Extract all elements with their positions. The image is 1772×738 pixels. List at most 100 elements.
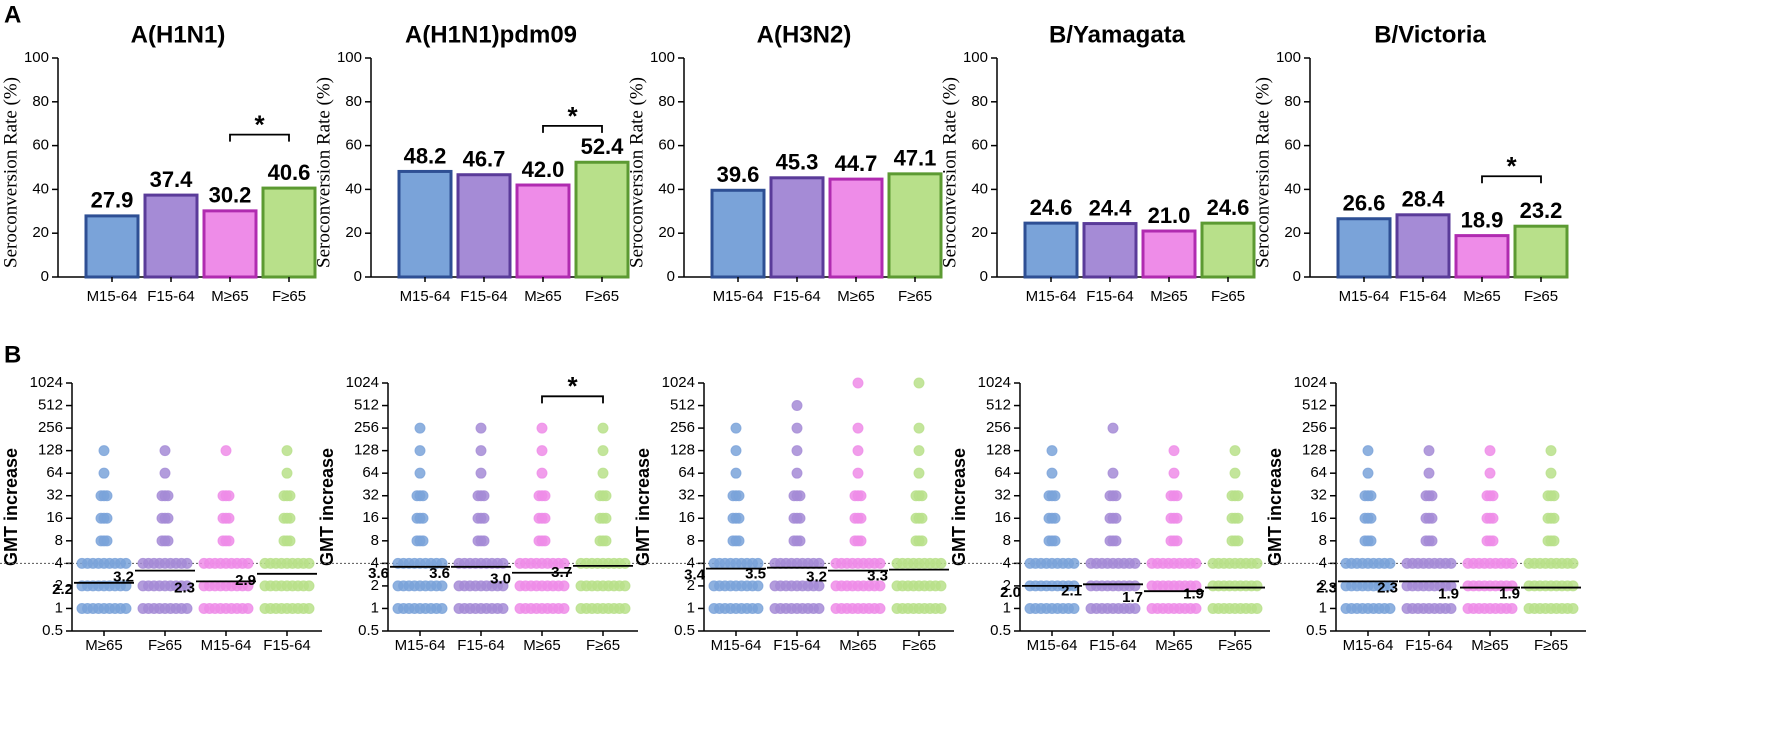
- y-tick-label: 4: [687, 554, 695, 571]
- data-point: [935, 580, 947, 592]
- data-point: [436, 557, 448, 569]
- y-tick-label: 1024: [1294, 374, 1327, 391]
- mean-label: 3.4: [684, 567, 706, 584]
- chart-title: A(H1N1)pdm09: [405, 21, 577, 48]
- data-point: [303, 580, 315, 592]
- data-point: [600, 512, 612, 524]
- data-point: [417, 512, 429, 524]
- data-point: [1365, 490, 1377, 502]
- y-tick-label: 100: [337, 49, 362, 66]
- y-tick-label: 16: [994, 509, 1011, 526]
- data-point: [558, 602, 570, 614]
- x-tick-label: F15-64: [1399, 288, 1447, 305]
- y-tick-label: 0.5: [358, 622, 379, 639]
- mean-label: 3.2: [113, 569, 134, 586]
- y-tick-label: 1024: [30, 374, 63, 391]
- data-point: [794, 535, 806, 547]
- chart-title: B/Yamagata: [1049, 21, 1186, 48]
- value-label: 48.2: [404, 143, 447, 168]
- chart-title: A(H1N1): [131, 21, 226, 48]
- data-point: [1068, 557, 1080, 569]
- bar: [397, 169, 453, 279]
- data-point: [1362, 467, 1374, 479]
- x-tick-label: F≥65: [586, 637, 620, 654]
- value-label: 24.6: [1207, 195, 1250, 220]
- x-tick-label: F≥65: [272, 288, 306, 305]
- bar: [828, 177, 884, 279]
- y-tick-label: 100: [650, 49, 675, 66]
- bar: [1141, 229, 1197, 279]
- data-point: [436, 580, 448, 592]
- data-point: [539, 512, 551, 524]
- mean-label: 2.2: [52, 581, 73, 598]
- x-tick-label: M15-64: [1027, 637, 1078, 654]
- data-point: [600, 490, 612, 502]
- y-tick-label: 512: [38, 397, 63, 414]
- data-point: [223, 512, 235, 524]
- data-point: [1046, 445, 1058, 457]
- bar: [769, 176, 825, 279]
- data-point: [162, 535, 174, 547]
- data-point: [1548, 512, 1560, 524]
- y-tick-label: 16: [1310, 509, 1327, 526]
- data-point: [852, 422, 864, 434]
- data-point: [220, 445, 232, 457]
- data-point: [242, 557, 254, 569]
- value-label: 28.4: [1402, 187, 1446, 212]
- mean-label: 3.0: [490, 571, 511, 588]
- data-point: [1567, 602, 1579, 614]
- y-tick-label: 4: [371, 554, 379, 571]
- data-point: [619, 557, 631, 569]
- y-tick-label: 0: [667, 268, 675, 285]
- value-label: 18.9: [1461, 207, 1504, 232]
- data-point: [1545, 467, 1557, 479]
- y-tick-label: 40: [658, 180, 675, 197]
- y-tick-label: 40: [1284, 180, 1301, 197]
- data-point: [536, 445, 548, 457]
- data-point: [414, 422, 426, 434]
- x-tick-label: M15-64: [400, 288, 451, 305]
- data-point: [1445, 557, 1457, 569]
- y-axis-label: Seroconversion Rate (%): [313, 77, 334, 268]
- y-tick-label: 16: [678, 509, 695, 526]
- data-point: [1423, 445, 1435, 457]
- y-tick-label: 1024: [978, 374, 1011, 391]
- data-point: [1567, 580, 1579, 592]
- value-label: 46.7: [463, 147, 506, 172]
- data-point: [162, 490, 174, 502]
- data-point: [1068, 602, 1080, 614]
- y-tick-label: 100: [963, 49, 988, 66]
- data-point: [1168, 467, 1180, 479]
- y-tick-label: 0: [354, 268, 362, 285]
- data-point: [303, 602, 315, 614]
- y-tick-label: 16: [362, 509, 379, 526]
- data-point: [733, 535, 745, 547]
- data-point: [1426, 512, 1438, 524]
- data-point: [600, 535, 612, 547]
- y-tick-label: 0.5: [990, 622, 1011, 639]
- mean-label: 2.3: [1377, 579, 1398, 596]
- y-tick-label: 8: [371, 532, 379, 549]
- y-tick-label: 0.5: [42, 622, 63, 639]
- significance-star: *: [254, 110, 265, 140]
- data-point: [791, 422, 803, 434]
- x-tick-label: F≥65: [898, 288, 932, 305]
- y-tick-label: 32: [994, 487, 1011, 504]
- y-tick-label: 100: [24, 49, 49, 66]
- data-point: [478, 512, 490, 524]
- data-point: [1229, 467, 1241, 479]
- mean-label: 2.0: [1000, 584, 1021, 601]
- data-point: [597, 467, 609, 479]
- y-tick-label: 80: [658, 93, 675, 110]
- significance-bracket: [542, 124, 603, 133]
- data-point: [1232, 490, 1244, 502]
- y-tick-label: 40: [32, 180, 49, 197]
- data-point: [794, 490, 806, 502]
- y-tick-label: 1: [1319, 599, 1327, 616]
- bar: [1200, 221, 1256, 279]
- data-point: [852, 445, 864, 457]
- data-point: [497, 580, 509, 592]
- mean-label: 1.7: [1122, 589, 1143, 606]
- y-tick-label: 128: [354, 442, 379, 459]
